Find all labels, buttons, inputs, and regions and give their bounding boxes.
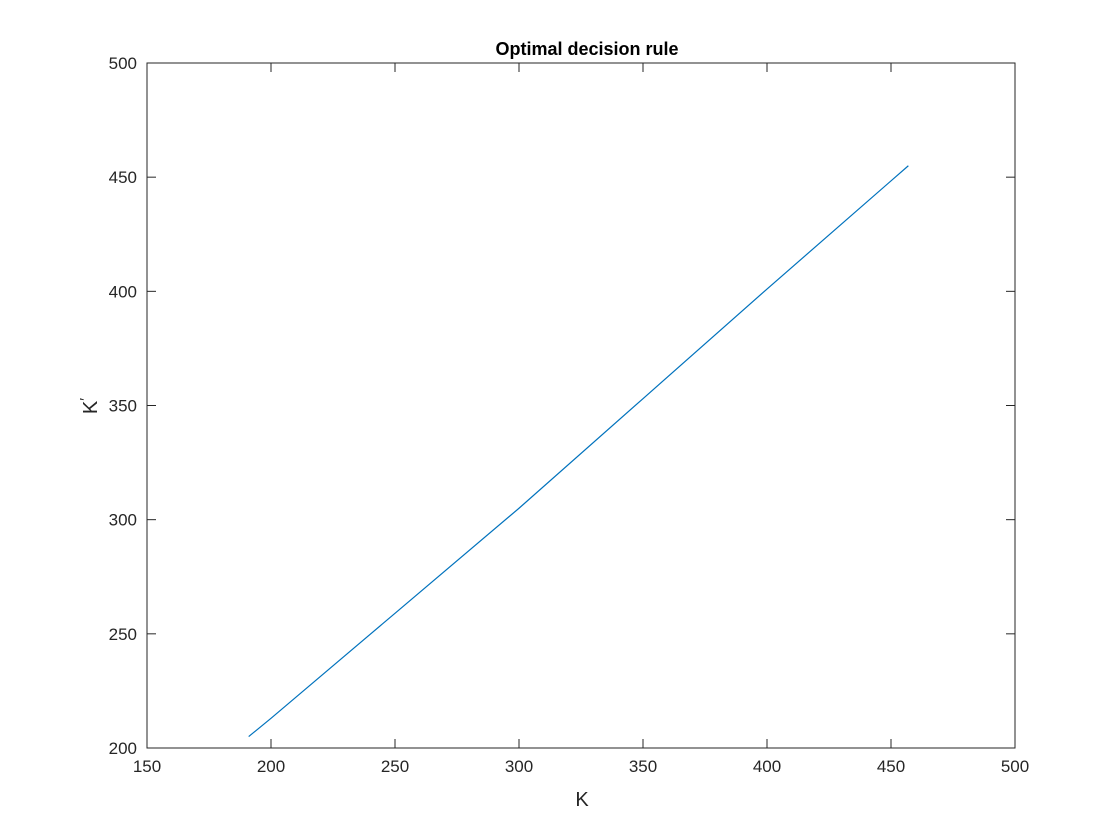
- y-tick-label: 300: [109, 511, 137, 530]
- y-axis-title: K′: [77, 398, 102, 414]
- y-axis-title-prime: ′: [77, 398, 94, 401]
- plot-area-box: [146, 62, 1016, 749]
- x-tick-label: 150: [133, 757, 161, 776]
- x-tick-label: 350: [629, 757, 657, 776]
- x-tick-label: 300: [505, 757, 533, 776]
- y-tick-label: 350: [109, 397, 137, 416]
- x-tick-label: 400: [753, 757, 781, 776]
- chart-title: Optimal decision rule: [495, 39, 678, 59]
- series-group: [248, 165, 909, 738]
- y-tick-label: 400: [109, 282, 137, 301]
- x-axis-title: K: [575, 789, 589, 811]
- axes: 150 200 250 300 350 400 450 5002002503003504004…: [109, 54, 1030, 776]
- y-tick-label: 200: [109, 739, 137, 758]
- x-tick-label: 500: [1001, 757, 1029, 776]
- series-line: [248, 165, 909, 738]
- y-axis-title-letter: K: [80, 400, 102, 414]
- x-tick-label: 250: [381, 757, 409, 776]
- y-tick-label: 450: [109, 168, 137, 187]
- y-tick-label: 500: [109, 54, 137, 73]
- x-tick-label: 450: [877, 757, 905, 776]
- x-tick-label: 200: [257, 757, 285, 776]
- y-tick-label: 250: [109, 625, 137, 644]
